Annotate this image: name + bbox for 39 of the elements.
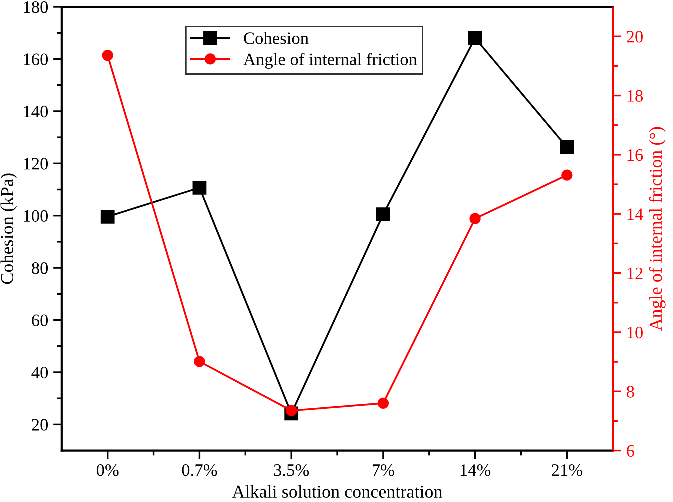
y2-tick-label: 10: [628, 326, 643, 339]
y-axis-title: Cohesion (kPa): [0, 174, 18, 284]
x-tick-label: 0.7%: [182, 464, 218, 476]
x-tick-label: 21%: [552, 464, 582, 476]
point: [560, 140, 574, 154]
y-tick-label: 180: [24, 2, 48, 14]
point: [376, 208, 390, 222]
y2-axis-title: Angle of internal friction (°): [649, 127, 666, 332]
point: [378, 398, 389, 410]
y-tick-label: 100: [24, 210, 48, 222]
y2-tick-label: 6: [627, 445, 634, 457]
y2-tick-label: 14: [628, 208, 644, 220]
x-axis-title: Alkali solution concentration: [232, 485, 443, 498]
point: [100, 210, 115, 224]
y-tick-label: 20: [32, 419, 48, 431]
y-tick-label: 160: [24, 54, 48, 66]
y-tick-label: 120: [24, 158, 48, 170]
point: [468, 31, 482, 46]
y-tick-label: 140: [24, 106, 48, 118]
point: [192, 180, 207, 195]
point: [102, 50, 114, 62]
y-tick-label: 80: [32, 262, 48, 274]
x-tick-label: 7%: [373, 464, 394, 476]
y2-tick-label: 16: [628, 149, 644, 162]
x-tick-label: 14%: [460, 464, 491, 476]
y2-tick-label: 12: [628, 268, 643, 280]
y2-tick-label: 8: [626, 386, 634, 398]
x-tick-label: 0%: [96, 464, 119, 476]
y2-tick-label: 18: [628, 90, 643, 102]
point: [194, 356, 206, 368]
point: [562, 170, 573, 181]
y-tick-label: 60: [32, 314, 48, 326]
y-tick-label: 40: [32, 366, 48, 379]
y2-tick-label: 20: [627, 31, 643, 43]
x-tick-label: 3.5%: [274, 464, 310, 476]
legend-label: Cohesion: [244, 32, 309, 44]
point: [470, 213, 481, 224]
legend-label: Angle of internal friction: [244, 53, 418, 70]
point: [286, 405, 298, 416]
